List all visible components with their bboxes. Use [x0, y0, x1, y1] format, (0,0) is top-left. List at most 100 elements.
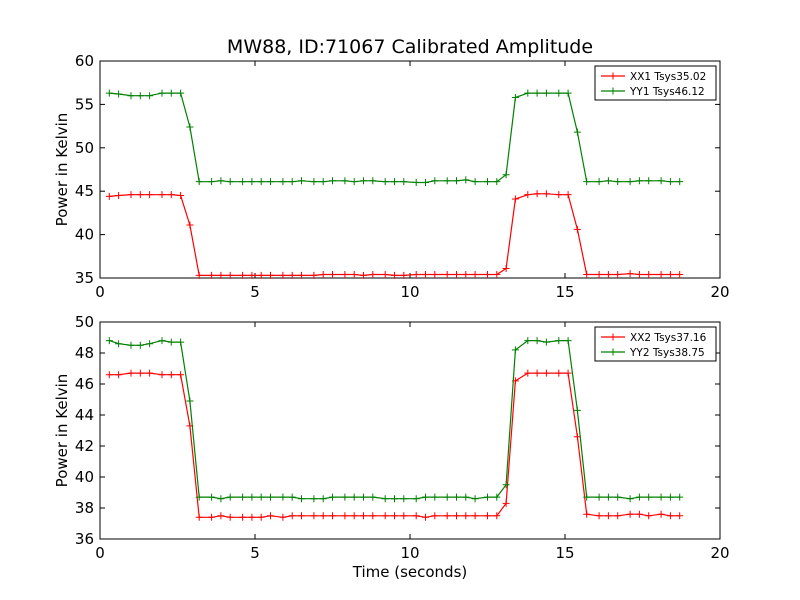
top-data-point [298, 177, 305, 185]
bottom-data-point [502, 481, 510, 489]
bottom-data-point [146, 340, 154, 348]
top-data-point [583, 178, 591, 186]
top-data-point [391, 178, 398, 186]
top-data-point [288, 271, 296, 279]
top-ytick-label: 45 [75, 182, 94, 200]
bottom-data-point [493, 493, 501, 501]
top-data-point [676, 271, 684, 279]
top-data-point [453, 177, 460, 185]
bottom-legend-marker [609, 333, 617, 341]
top-legend: XX1 Tsys35.02 YY1 Tsys46.12 [594, 65, 717, 101]
top-data-point [645, 177, 653, 185]
top-data-point [573, 225, 581, 233]
bottom-data-point [341, 512, 349, 520]
bottom-data-point [127, 341, 135, 349]
top-data-point [564, 89, 572, 97]
bottom-ytick-label: 46 [75, 375, 94, 393]
bottom-data-point [239, 513, 247, 521]
bottom-ytick-label: 40 [75, 468, 94, 486]
bottom-data-point [604, 493, 612, 501]
top-data-point [412, 271, 420, 279]
bottom-data-point [136, 369, 144, 377]
bottom-data-point [177, 338, 185, 346]
top-data-point [350, 271, 358, 279]
bottom-data-point [645, 493, 653, 501]
top-data-point [524, 89, 532, 97]
top-data-point [676, 178, 684, 186]
bottom-data-point [360, 512, 367, 520]
bottom-data-point [350, 512, 358, 520]
top-data-point [533, 190, 541, 198]
top-data-point [257, 178, 265, 186]
bottom-data-point [542, 369, 550, 377]
bottom-data-point [341, 493, 349, 501]
bottom-data-point [422, 513, 429, 521]
top-data-point [186, 221, 194, 229]
bottom-data-point [319, 512, 327, 520]
top-data-point [146, 191, 154, 199]
bottom-data-point [217, 495, 225, 503]
top-data-point [115, 192, 123, 200]
bottom-data-point [493, 512, 501, 520]
bottom-xtick-label: 5 [250, 544, 260, 562]
top-data-point [555, 89, 563, 97]
top-data-point [279, 271, 287, 279]
top-data-point [542, 190, 550, 198]
top-data-point [208, 271, 216, 279]
top-data-point [239, 178, 247, 186]
bottom-data-point [626, 495, 634, 503]
top-data-point [502, 171, 510, 179]
top-data-point [127, 191, 135, 199]
bottom-data-point [167, 338, 175, 346]
top-ytick-label: 40 [75, 226, 94, 244]
bottom-data-point [329, 512, 336, 520]
bottom-data-point [127, 369, 135, 377]
top-data-point [595, 271, 603, 279]
top-data-point [288, 178, 296, 186]
bottom-data-point [158, 337, 166, 345]
bottom-data-point [288, 493, 296, 501]
top-data-point [524, 191, 532, 199]
bottom-data-point [412, 512, 420, 520]
bottom-data-point [239, 493, 247, 501]
top-data-point [319, 178, 327, 186]
bottom-data-point [226, 493, 234, 501]
top-data-point [573, 128, 581, 136]
top-data-point [666, 178, 674, 186]
bottom-data-point [146, 369, 154, 377]
bottom-y-axis-label: Power in Kelvin [53, 374, 71, 488]
bottom-data-point [136, 341, 144, 349]
top-data-point [158, 191, 166, 199]
top-data-point [595, 178, 603, 186]
top-data-point [267, 178, 274, 186]
bottom-data-point [248, 493, 256, 501]
bottom-data-point [635, 493, 643, 501]
top-data-point [360, 177, 367, 185]
top-ytick-label: 60 [75, 52, 94, 70]
bottom-x-axis-label: Time (seconds) [352, 563, 468, 581]
top-data-point [400, 178, 408, 186]
bottom-data-point [267, 493, 274, 501]
bottom-data-point [524, 337, 532, 345]
top-data-point [217, 271, 225, 279]
top-data-point [279, 178, 287, 186]
bottom-data-point [502, 499, 510, 507]
top-data-point [319, 271, 327, 279]
bottom-data-point [676, 512, 684, 520]
bottom-data-point [555, 369, 563, 377]
bottom-data-point [319, 495, 327, 503]
top-data-point [167, 89, 175, 97]
top-series-line-0 [109, 193, 680, 277]
top-data-point [226, 271, 234, 279]
bottom-xtick-label: 10 [400, 544, 419, 562]
bottom-data-point [595, 493, 603, 501]
top-xtick-label: 0 [95, 283, 105, 301]
top-data-point [412, 179, 420, 187]
bottom-legend-label: YY2 Tsys38.75 [629, 347, 705, 359]
top-data-point [422, 271, 429, 279]
bottom-data-point [431, 493, 439, 501]
top-legend-label: XX1 Tsys35.02 [630, 71, 706, 83]
top-data-point [208, 178, 216, 186]
top-data-point [533, 89, 541, 97]
